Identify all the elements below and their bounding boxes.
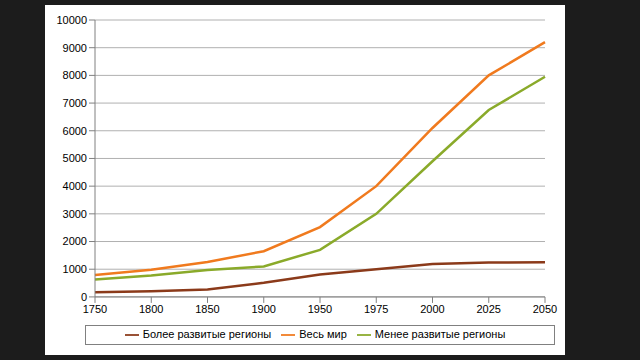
svg-text:5000: 5000 (63, 152, 87, 164)
svg-text:4000: 4000 (63, 180, 87, 192)
svg-text:1975: 1975 (364, 303, 388, 315)
svg-text:1900: 1900 (252, 303, 276, 315)
svg-text:7000: 7000 (63, 97, 87, 109)
svg-text:2000: 2000 (63, 235, 87, 247)
svg-text:1950: 1950 (308, 303, 332, 315)
svg-text:6000: 6000 (63, 125, 87, 137)
svg-text:0: 0 (81, 291, 87, 303)
svg-text:2000: 2000 (420, 303, 444, 315)
svg-text:8000: 8000 (63, 69, 87, 81)
svg-text:3000: 3000 (63, 208, 87, 220)
svg-text:9000: 9000 (63, 42, 87, 54)
html-text:Весь мир: Весь мир (299, 327, 347, 340)
svg-text:1750: 1750 (83, 303, 107, 315)
svg-text:10000: 10000 (56, 14, 87, 26)
html-text:Менее развитые регионы: Менее развитые регионы (374, 327, 506, 340)
svg-text:1800: 1800 (139, 303, 163, 315)
svg-text:1000: 1000 (63, 263, 87, 275)
svg-text:1850: 1850 (195, 303, 219, 315)
html-text:Более развитые регионы: Более развитые регионы (142, 327, 272, 340)
svg-text:2025: 2025 (477, 303, 501, 315)
svg-text:2050: 2050 (533, 303, 557, 315)
